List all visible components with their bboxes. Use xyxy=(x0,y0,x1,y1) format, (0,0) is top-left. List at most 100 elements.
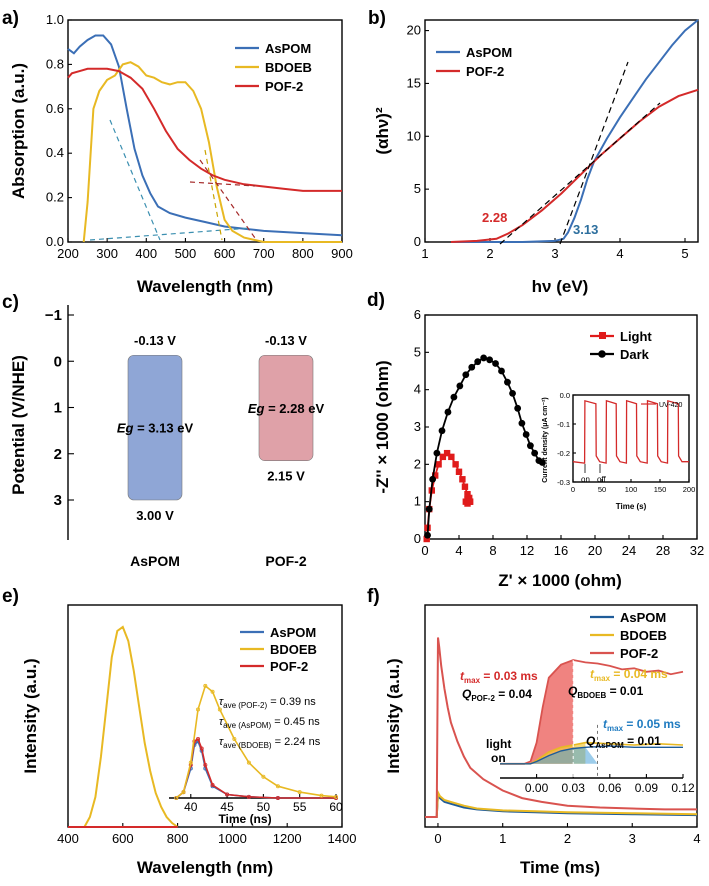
q-subscript: AsPOM xyxy=(595,741,624,750)
panel-f: f) 0 1 2 3 4 Time (ms) Intensity (a.u.) AsPO… xyxy=(367,586,701,877)
panel-e-legend: AsPOM BDOEB POF-2 xyxy=(240,625,317,674)
d-point-dark xyxy=(456,382,464,390)
panel-d-inset-legend: UV-420 xyxy=(659,402,682,409)
c-ytick-label-1: 0 xyxy=(54,353,62,370)
d-point-light xyxy=(466,498,474,505)
d-xtick-label-5: 20 xyxy=(588,543,602,558)
f-inset-on-label: on xyxy=(491,751,506,765)
d-point-light xyxy=(448,453,455,461)
panel-a: a) 200 300 400 500 600 700 800 900 0.0 0.2 0.4 0.6 0… xyxy=(2,8,353,296)
d-point-dark xyxy=(425,505,433,513)
e-inset-xtick-label-0: 40 xyxy=(184,800,198,814)
e-inset-point-bdoeb xyxy=(319,793,324,798)
b-xtick-label-0: 1 xyxy=(421,246,428,261)
a-ytick-label-5: 1.0 xyxy=(46,12,64,27)
e-legend-label-0: AsPOM xyxy=(270,625,316,640)
b-ytick-label-0: 0 xyxy=(414,234,421,249)
tau-value: = 0.39 ns xyxy=(267,696,316,708)
f-xtick-label-1: 1 xyxy=(499,831,506,846)
e-inset-point-bdoeb xyxy=(232,737,237,742)
e-legend-label-2: POF-2 xyxy=(270,659,308,674)
d-point-light xyxy=(439,453,447,461)
d-series-dark xyxy=(426,356,543,536)
tmax-subscript: max xyxy=(594,674,611,683)
q-subscript: BDOEB xyxy=(577,691,606,700)
tau-subscript: ave (BDOEB) xyxy=(223,741,272,750)
a-xtick-label-7: 900 xyxy=(331,246,353,261)
e-inset-point-bdoeb xyxy=(203,683,208,688)
a-legend-label-1: BDOEB xyxy=(265,60,312,75)
baseline-aspom xyxy=(89,227,251,241)
panel-e-series xyxy=(68,625,179,828)
eg-value: = 2.28 eV xyxy=(264,401,324,416)
e-xtick-label-1: 600 xyxy=(112,831,134,846)
c-ytick-label-3: 2 xyxy=(54,446,62,463)
panel-a-series xyxy=(67,34,343,243)
f-tmax-annotation-2: tmax = 0.05 ms xyxy=(603,717,681,733)
panel-f-legend: AsPOM BDOEB POF-2 xyxy=(590,610,667,661)
e-inset-xtick-label-2: 50 xyxy=(257,800,271,814)
panel-c: c) −1 0 1 2 3 Potential (V/NHE) -0.13 V 3.00 … xyxy=(2,292,324,569)
d-ytick-label-5: 5 xyxy=(414,344,421,359)
b-xtick-label-1: 2 xyxy=(486,246,493,261)
d-point-light xyxy=(452,461,459,468)
eg-value: = 3.13 eV xyxy=(133,421,193,436)
tangent-pof2 xyxy=(199,159,256,239)
f-legend-label-2: POF-2 xyxy=(620,646,658,661)
tmax-value: = 0.05 ms xyxy=(623,717,681,731)
d-inset-ytick-label-0: 0.0 xyxy=(560,391,570,400)
a-series-bdoeb xyxy=(82,61,342,243)
panel-a-legend: AsPOM BDOEB POF-2 xyxy=(235,41,312,94)
panel-d-ylabel: -Z'' × 1000 (ohm) xyxy=(373,360,392,493)
a-legend-label-2: POF-2 xyxy=(265,79,303,94)
e-inset-point-pof-2 xyxy=(225,792,230,797)
d-point-dark xyxy=(468,363,476,371)
e-legend-label-1: BDOEB xyxy=(270,642,317,657)
e-tau-annotation-2: τave (BDOEB) = 2.24 ns xyxy=(219,736,321,750)
d-xtick-label-2: 8 xyxy=(489,543,496,558)
bandgap-pof2-label: 2.28 xyxy=(482,210,507,225)
d-xtick-label-3: 12 xyxy=(520,543,534,558)
eg-subscript: g xyxy=(125,421,134,436)
d-ytick-label-6: 6 xyxy=(414,307,421,322)
d-point-dark xyxy=(444,408,452,416)
q-subscript: POF-2 xyxy=(471,694,495,703)
q-value: = 0.04 xyxy=(495,687,532,701)
e-inset-point-bdoeb xyxy=(210,689,215,694)
b-legend-label-1: POF-2 xyxy=(466,64,504,79)
d-xtick-label-1: 4 xyxy=(455,543,462,558)
c-ytick-label-4: 3 xyxy=(54,492,62,509)
panel-e-frame xyxy=(67,604,343,828)
f-q-annotation-2: QAsPOM = 0.01 xyxy=(586,734,661,750)
e-inset-point-bdoeb xyxy=(188,760,193,765)
tangent-b-pof2 xyxy=(499,102,661,245)
f-xtick-label-4: 4 xyxy=(693,831,700,846)
e-inset-point-bdoeb xyxy=(333,794,338,799)
tau-symbol: τ xyxy=(219,716,224,728)
d-point-dark xyxy=(518,419,526,427)
e-xtick-label-4: 1200 xyxy=(273,831,302,846)
q-symbol: Q xyxy=(568,684,578,698)
e-inset-point-pof-2 xyxy=(210,783,215,788)
f-xtick-label-0: 0 xyxy=(434,831,441,846)
a-ytick-label-2: 0.4 xyxy=(46,145,64,160)
d-point-dark xyxy=(450,393,458,401)
panel-c-ylabel: Potential (V/NHE) xyxy=(9,355,28,495)
bandgap-aspom-label: 3.13 xyxy=(573,222,598,237)
c-ytick-label-0: −1 xyxy=(45,307,62,324)
f-inset-light-label: light xyxy=(486,737,511,751)
d-ytick-label-3: 3 xyxy=(414,419,421,434)
d-legend-marker-0 xyxy=(599,332,606,339)
e-xtick-label-5: 1400 xyxy=(328,831,357,846)
d-legend-label-0: Light xyxy=(620,329,652,344)
d-point-dark xyxy=(433,449,441,457)
band-aspom xyxy=(127,354,183,501)
panel-a-ylabel: Absorption (a.u.) xyxy=(9,63,28,199)
panel-a-ticks: 200 300 400 500 600 700 800 900 0.0 0.2 0.4 0.6 0.8 1… xyxy=(46,12,353,261)
e-inset-point-bdoeb xyxy=(246,760,251,765)
band-cb-label-0: -0.13 V xyxy=(134,333,176,348)
panel-a-xlabel: Wavelength (nm) xyxy=(137,277,273,296)
d-point-light xyxy=(461,483,469,490)
